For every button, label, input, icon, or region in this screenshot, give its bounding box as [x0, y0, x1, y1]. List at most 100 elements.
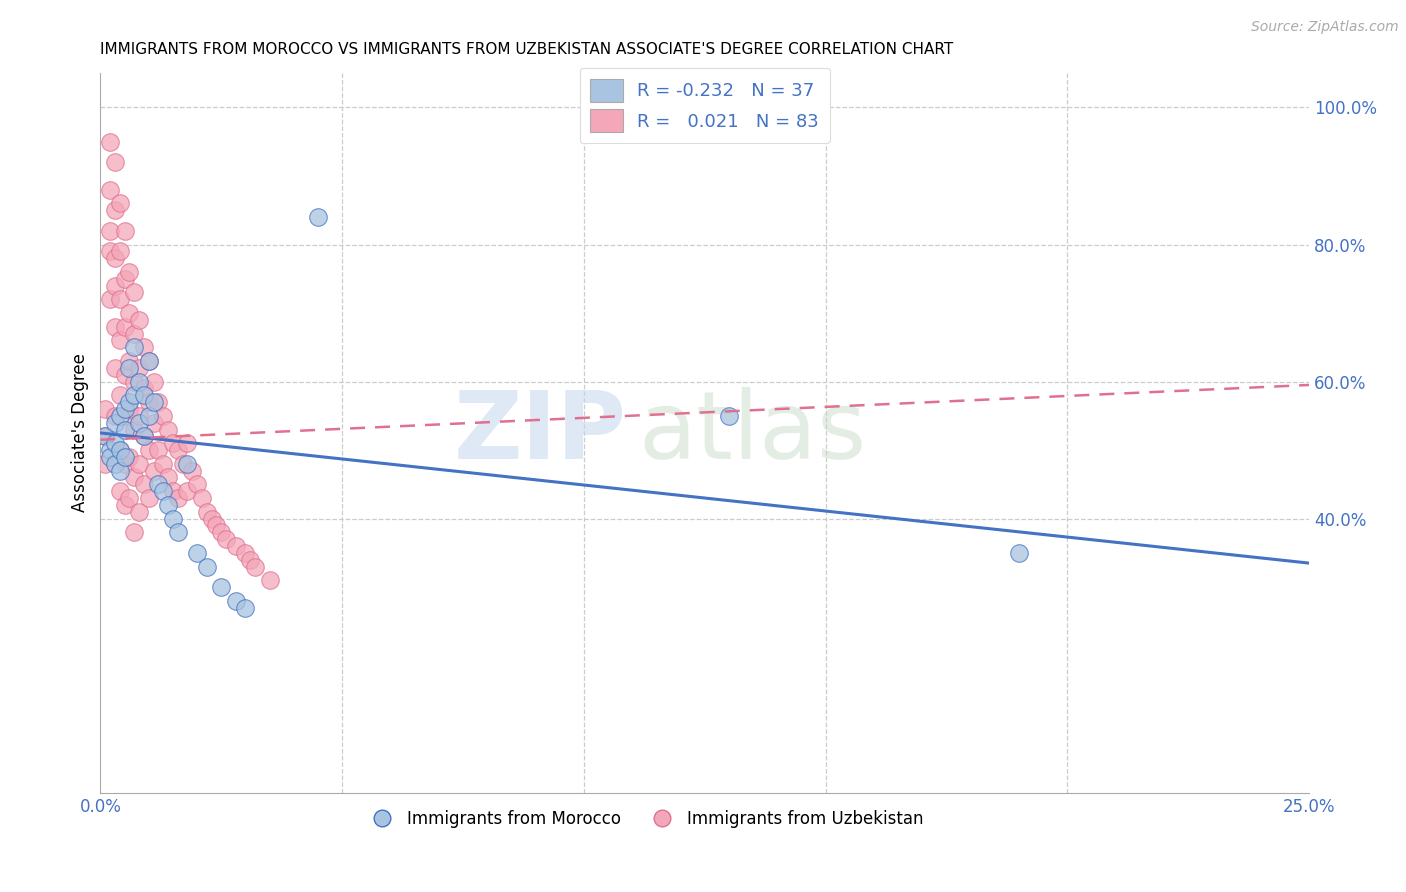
Point	[166, 443, 188, 458]
Point	[128, 375, 150, 389]
Point	[104, 155, 127, 169]
Point	[186, 546, 208, 560]
Point	[162, 436, 184, 450]
Point	[114, 272, 136, 286]
Point	[94, 401, 117, 416]
Point	[166, 525, 188, 540]
Point	[94, 429, 117, 443]
Point	[122, 388, 145, 402]
Point	[191, 491, 214, 505]
Point	[717, 409, 740, 423]
Point	[118, 354, 141, 368]
Point	[166, 491, 188, 505]
Point	[132, 388, 155, 402]
Point	[138, 491, 160, 505]
Point	[152, 457, 174, 471]
Point	[142, 416, 165, 430]
Point	[104, 409, 127, 423]
Point	[243, 559, 266, 574]
Point	[157, 470, 180, 484]
Point	[114, 423, 136, 437]
Point	[128, 409, 150, 423]
Point	[114, 224, 136, 238]
Point	[94, 429, 117, 443]
Point	[98, 450, 121, 464]
Point	[118, 491, 141, 505]
Point	[128, 457, 150, 471]
Point	[104, 278, 127, 293]
Y-axis label: Associate's Degree: Associate's Degree	[72, 353, 89, 512]
Point	[152, 484, 174, 499]
Point	[108, 334, 131, 348]
Point	[108, 464, 131, 478]
Point	[215, 532, 238, 546]
Point	[128, 505, 150, 519]
Point	[108, 388, 131, 402]
Point	[142, 464, 165, 478]
Point	[239, 552, 262, 566]
Point	[104, 203, 127, 218]
Point	[1008, 546, 1031, 560]
Point	[235, 600, 257, 615]
Point	[98, 224, 121, 238]
Point	[122, 326, 145, 341]
Point	[118, 306, 141, 320]
Point	[142, 375, 165, 389]
Point	[98, 135, 121, 149]
Point	[114, 401, 136, 416]
Point	[122, 340, 145, 354]
Point	[98, 244, 121, 259]
Point	[108, 484, 131, 499]
Point	[108, 293, 131, 307]
Point	[118, 401, 141, 416]
Point	[122, 525, 145, 540]
Point	[181, 464, 204, 478]
Point	[132, 340, 155, 354]
Point	[104, 319, 127, 334]
Point	[142, 395, 165, 409]
Point	[104, 251, 127, 265]
Point	[108, 196, 131, 211]
Point	[98, 293, 121, 307]
Point	[157, 423, 180, 437]
Point	[162, 484, 184, 499]
Point	[104, 436, 127, 450]
Point	[114, 319, 136, 334]
Point	[209, 525, 232, 540]
Point	[176, 484, 198, 499]
Point	[209, 580, 232, 594]
Point	[132, 477, 155, 491]
Point	[200, 511, 222, 525]
Point	[122, 285, 145, 300]
Point	[122, 423, 145, 437]
Point	[118, 450, 141, 464]
Point	[114, 409, 136, 423]
Point	[114, 457, 136, 471]
Point	[132, 429, 155, 443]
Point	[225, 539, 247, 553]
Point	[195, 559, 218, 574]
Point	[148, 443, 170, 458]
Point	[108, 409, 131, 423]
Point	[122, 470, 145, 484]
Point	[118, 265, 141, 279]
Point	[114, 450, 136, 464]
Point	[152, 409, 174, 423]
Point	[104, 360, 127, 375]
Point	[104, 416, 127, 430]
Point	[138, 395, 160, 409]
Point	[225, 594, 247, 608]
Point	[172, 457, 194, 471]
Point	[132, 429, 155, 443]
Point	[138, 354, 160, 368]
Text: atlas: atlas	[638, 387, 866, 479]
Point	[128, 313, 150, 327]
Point	[104, 457, 127, 471]
Point	[108, 443, 131, 458]
Point	[138, 409, 160, 423]
Point	[195, 505, 218, 519]
Point	[108, 443, 131, 458]
Point	[205, 518, 228, 533]
Point	[132, 381, 155, 395]
Point	[176, 436, 198, 450]
